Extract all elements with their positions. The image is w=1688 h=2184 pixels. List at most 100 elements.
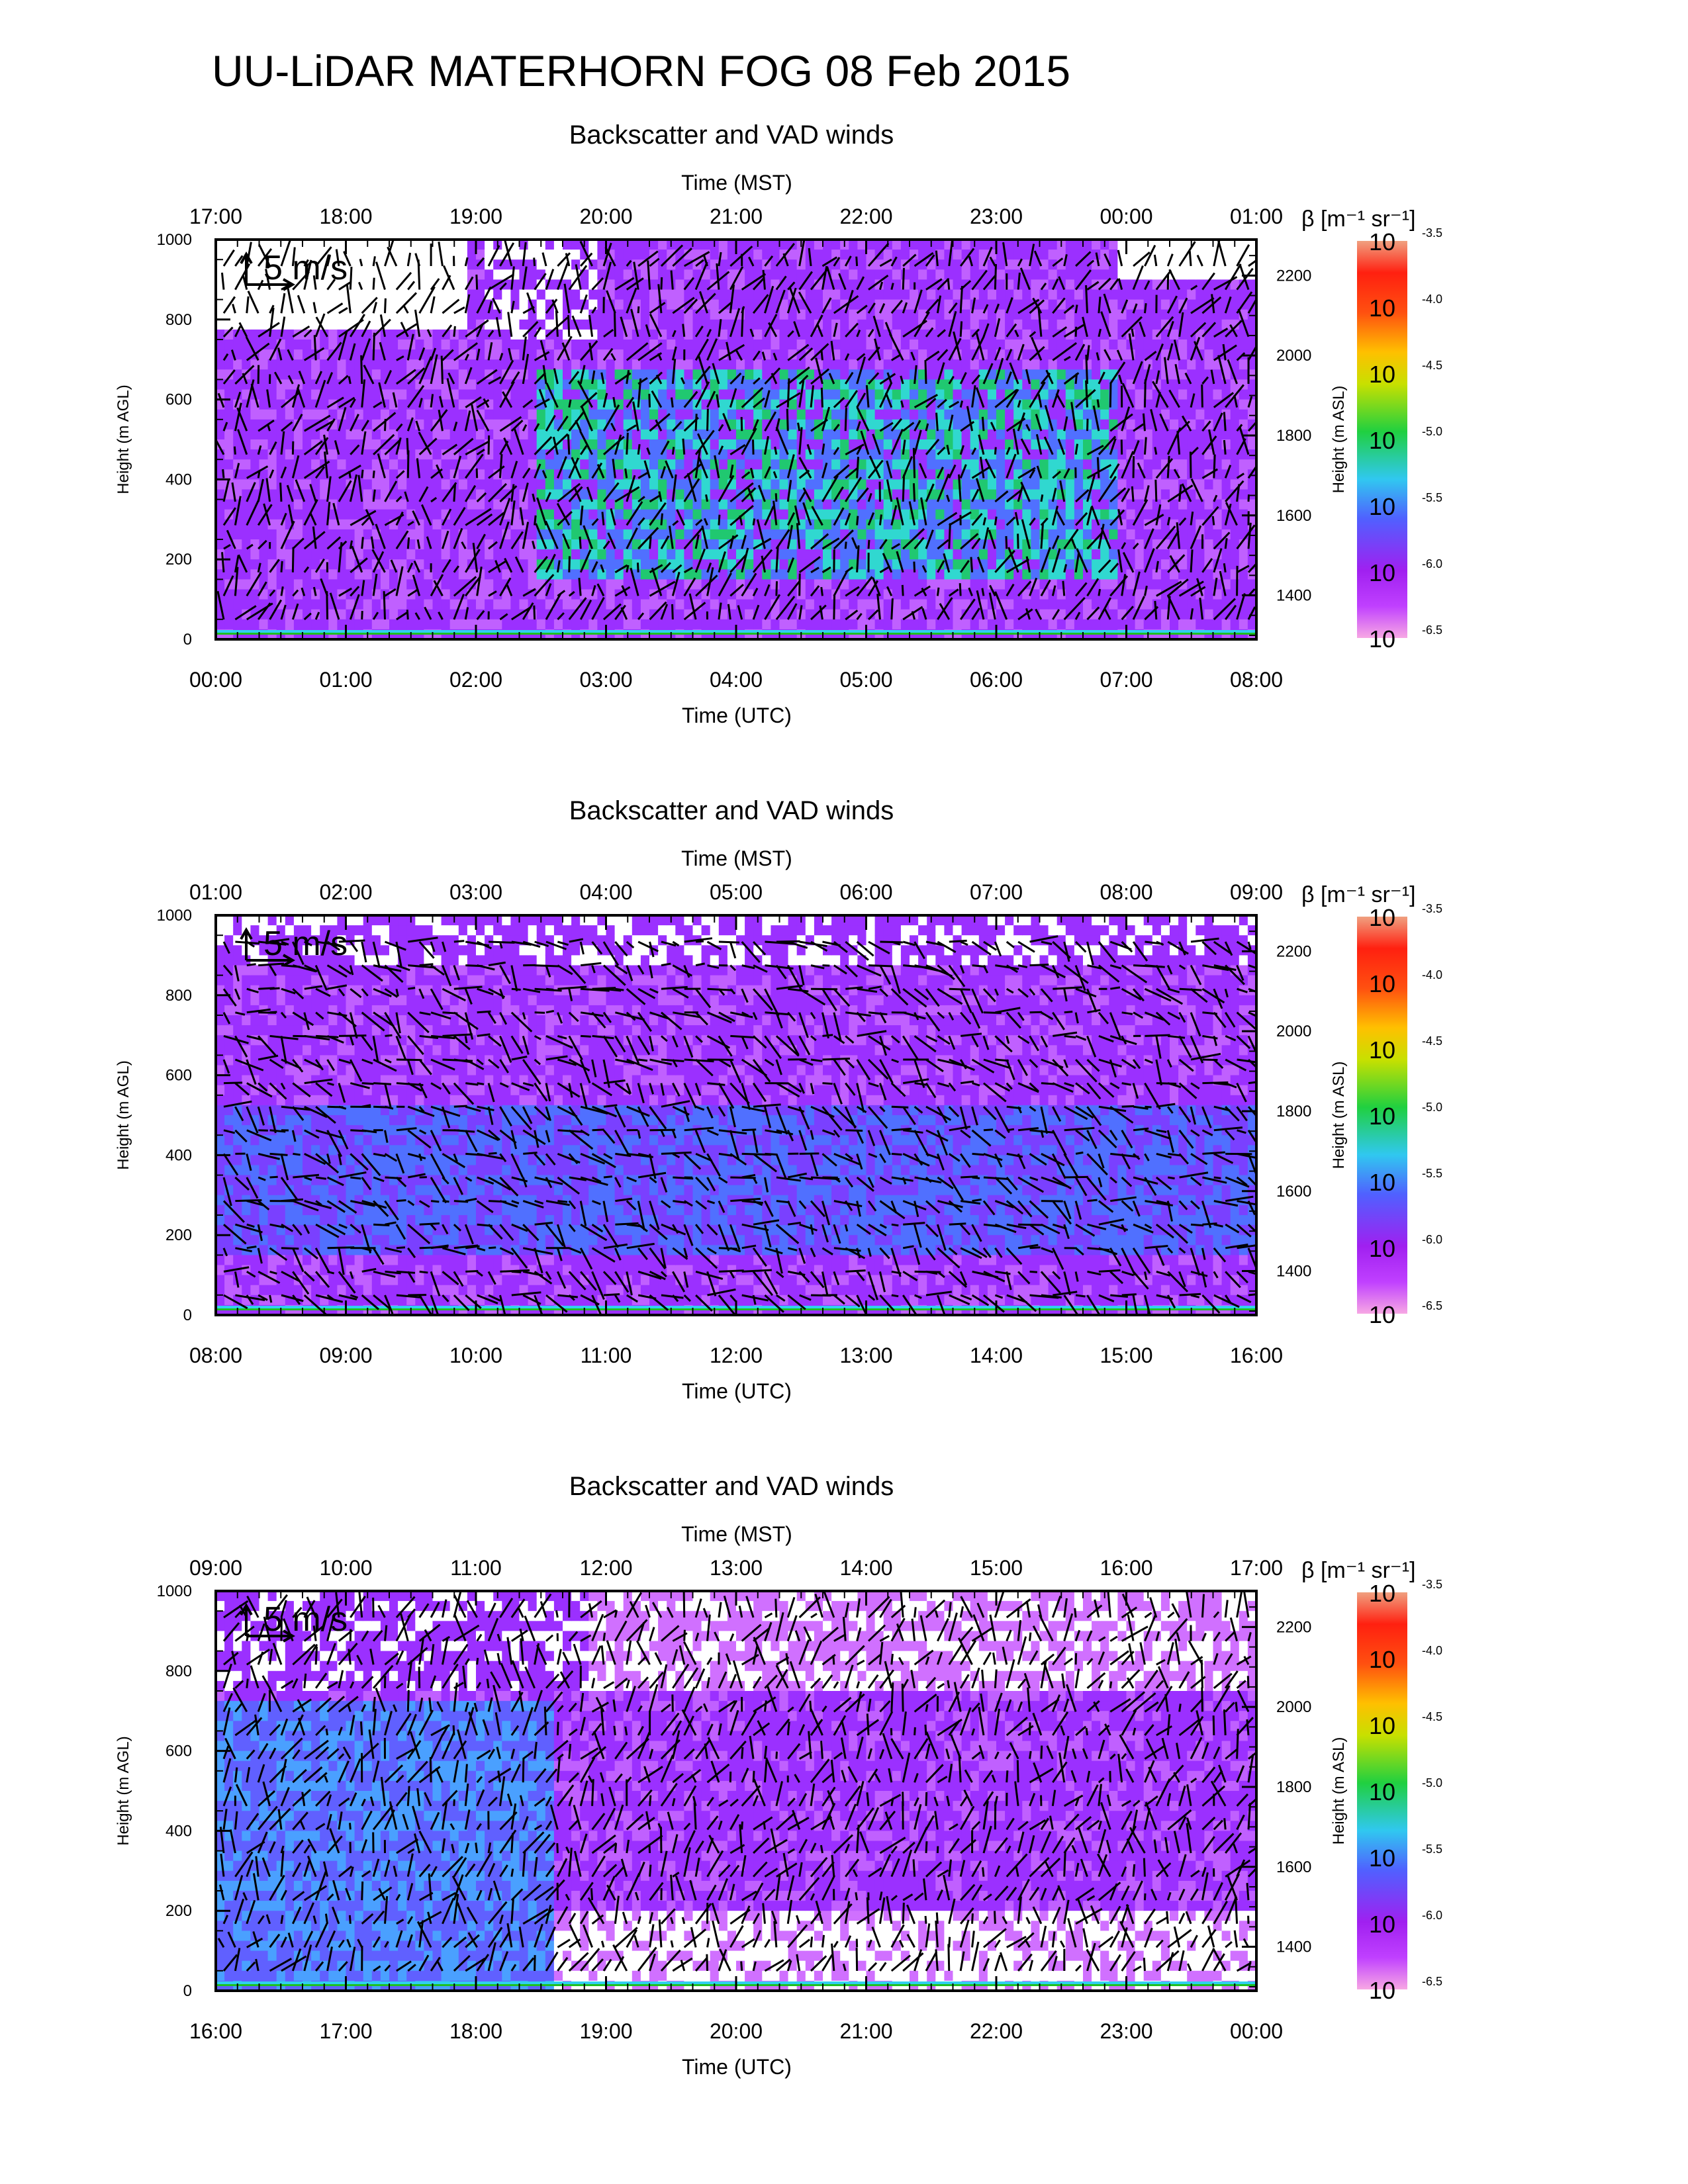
heat-cell [328, 269, 338, 280]
heat-cell [718, 479, 728, 490]
heat-cell [614, 479, 624, 490]
heat-cell [328, 579, 338, 590]
heat-cell [1065, 579, 1075, 590]
heat-cell [337, 259, 347, 270]
heat-cell [1022, 599, 1031, 610]
heat-cell [1074, 389, 1084, 400]
heat-cell [1178, 599, 1188, 610]
heat-cell [371, 319, 381, 330]
heat-cell [632, 329, 641, 340]
heat-cell [597, 299, 607, 310]
heat-cell [701, 619, 711, 630]
heat-cell [250, 259, 260, 270]
heat-cell [927, 429, 936, 440]
heat-cell [415, 529, 424, 540]
heat-cell [710, 359, 720, 370]
heat-cell [796, 619, 806, 630]
heat-cell [1117, 599, 1127, 610]
heat-cell [658, 499, 667, 510]
heat-cell [771, 259, 780, 270]
heat-cell [771, 519, 780, 530]
heat-cell [597, 489, 607, 500]
heat-cell [874, 559, 884, 570]
heat-cell [745, 289, 754, 300]
heat-cell [753, 319, 763, 330]
heat-cell [831, 359, 841, 370]
heat-cell [857, 559, 867, 570]
heat-cell [727, 619, 737, 630]
heat-cell [250, 240, 260, 250]
heat-cell [684, 329, 694, 340]
heat-cell [823, 589, 832, 600]
heat-cell [415, 309, 424, 320]
heat-cell [380, 269, 390, 280]
heat-cell [910, 549, 919, 560]
heat-cell [250, 459, 260, 470]
heat-cell [250, 329, 260, 340]
heat-cell [614, 349, 624, 360]
heat-cell [874, 289, 884, 300]
heat-cell [563, 519, 572, 530]
heat-cell [259, 549, 269, 560]
heat-cell [1022, 429, 1031, 440]
heat-cell [389, 509, 399, 520]
heat-cell [536, 259, 546, 270]
heat-cell [449, 579, 459, 590]
heat-cell [303, 429, 312, 440]
heat-cell [528, 559, 538, 570]
heat-cell [441, 340, 451, 350]
heat-cell [1126, 439, 1136, 450]
heat-cell [563, 449, 572, 460]
heat-cell [1135, 379, 1145, 390]
heat-cell [1031, 479, 1041, 490]
heat-cell [667, 429, 676, 440]
heat-cell [840, 549, 849, 560]
heat-cell [293, 240, 303, 250]
heat-cell [823, 399, 832, 410]
heat-cell [597, 429, 607, 440]
heat-cell [398, 559, 407, 570]
heat-cell [849, 549, 858, 560]
heat-cell [485, 409, 494, 420]
heat-cell [918, 340, 927, 350]
heat-cell [753, 259, 763, 270]
heat-cell [1109, 359, 1118, 370]
heat-cell [684, 340, 694, 350]
heat-cell [528, 579, 538, 590]
heat-cell [1204, 329, 1214, 340]
heat-cell [1056, 309, 1066, 320]
heat-cell [1109, 449, 1118, 460]
heat-cell [718, 519, 728, 530]
wind-arrow [280, 561, 283, 572]
heat-cell [242, 539, 251, 550]
heat-cell [1022, 309, 1031, 320]
heat-cell [216, 489, 225, 500]
heat-cell [1065, 479, 1075, 490]
heat-cell [710, 349, 720, 360]
heat-cell [918, 269, 927, 280]
heat-cell [718, 459, 728, 470]
heat-cell [1109, 240, 1118, 250]
heat-cell [658, 329, 667, 340]
heat-cell [606, 279, 616, 291]
heat-cell [640, 399, 650, 410]
heat-cell [285, 379, 295, 390]
heat-cell [259, 369, 269, 380]
heat-cell [328, 559, 338, 570]
heat-cell [303, 559, 312, 570]
heat-cell [320, 539, 329, 550]
heat-cell [718, 379, 728, 390]
heat-cell [736, 250, 745, 260]
heat-cell [996, 389, 1006, 400]
heat-cell [745, 349, 754, 360]
heat-cell [953, 409, 962, 420]
heat-cell [1143, 579, 1153, 590]
heat-cell [701, 419, 711, 430]
heat-cell [910, 359, 919, 370]
heat-cell [553, 549, 563, 560]
heat-cell [736, 569, 745, 580]
heat-cell [1117, 340, 1127, 350]
heat-cell [285, 609, 295, 620]
heat-cell [536, 289, 546, 300]
heat-cell [528, 240, 538, 250]
